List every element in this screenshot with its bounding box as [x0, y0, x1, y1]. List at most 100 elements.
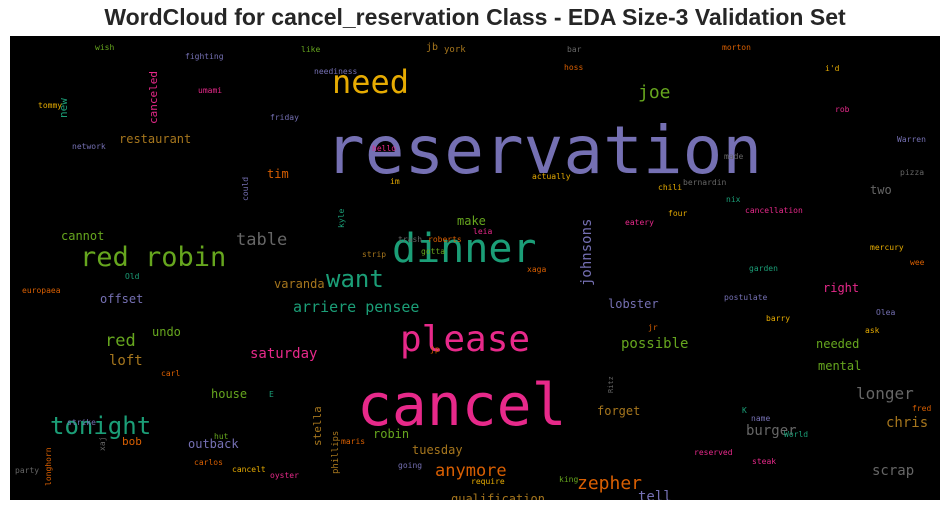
cloud-word: red [105, 331, 136, 351]
cloud-word: hello [372, 144, 397, 153]
cloud-word: need [332, 63, 410, 101]
cloud-word: ask [865, 326, 880, 335]
cloud-word: qualification [451, 492, 545, 500]
cloud-word: going [398, 461, 423, 470]
cloud-word: actually [532, 172, 571, 181]
cloud-word: reserved [694, 448, 733, 457]
cloud-word: make [457, 214, 486, 228]
word-cloud: reservation cancel dinner please need red rob… [10, 36, 940, 500]
cloud-word: strike [67, 418, 96, 427]
cloud-word: Warren [897, 135, 926, 144]
cloud-word: E [269, 390, 274, 399]
cloud-word: table [236, 230, 288, 250]
cloud-word: please [400, 319, 531, 360]
cloud-word: wee [910, 258, 925, 267]
cloud-word: tim [267, 167, 289, 181]
cloud-word: fighting [185, 52, 224, 61]
cloud-word: loft [109, 353, 143, 369]
cloud-word: neediness [314, 67, 358, 76]
cloud-word: burger [746, 423, 797, 439]
cloud-word: bob [122, 435, 142, 448]
cloud-word: chris [886, 415, 929, 431]
cloud-word: Olea [876, 308, 896, 317]
cloud-word: pizza [900, 168, 925, 177]
cloud-word: saturday [250, 346, 318, 362]
cloud-word: cancel [357, 371, 567, 439]
cloud-word: cannot [61, 229, 105, 243]
cloud-word: jr [648, 323, 658, 332]
cloud-word: two [870, 183, 892, 197]
cloud-word: longhorn [44, 447, 53, 486]
page-title: WordCloud for cancel_reservation Class -… [104, 4, 846, 30]
cloud-word: right [823, 281, 860, 295]
cloud-word: cancelt [232, 465, 266, 474]
cloud-word: bernardin [683, 178, 727, 187]
cloud-word: K [742, 406, 747, 415]
cloud-word: york [444, 45, 466, 55]
cloud-word: restaurant [119, 132, 192, 146]
cloud-word: canceled [147, 71, 160, 124]
cloud-word: rob [835, 105, 850, 114]
cloud-word: garden [749, 264, 778, 273]
cloud-word: barry [766, 314, 791, 323]
cloud-word: king [559, 475, 579, 484]
cloud-word: xaga [527, 265, 547, 274]
cloud-word: possible [621, 336, 689, 352]
cloud-word: lobster [608, 297, 659, 311]
cloud-word: tommy [38, 101, 63, 110]
cloud-word: dinner [392, 226, 537, 272]
cloud-word: want [326, 265, 384, 293]
cloud-word: kyle [337, 208, 346, 228]
cloud-word: tuesday [412, 443, 463, 457]
cloud-word: carlos [194, 458, 223, 467]
cloud-word: party [15, 466, 40, 475]
cloud-word: roberts [428, 235, 462, 244]
cloud-word: jb [426, 42, 439, 53]
cloud-word: trash [398, 235, 423, 244]
cloud-word: house [211, 387, 248, 401]
cloud-word: eatery [625, 218, 654, 227]
cloud-word: chili [658, 183, 683, 192]
cloud-word: four [668, 209, 688, 218]
cloud-word: robin [373, 427, 410, 441]
cloud-word: World [784, 430, 809, 439]
cloud-word: phillips [331, 430, 341, 474]
cloud-word: require [471, 477, 505, 486]
cloud-word: Ritz [607, 376, 615, 393]
cloud-word: im [390, 177, 400, 186]
cloud-word: anymore [435, 461, 507, 481]
cloud-word: jp [430, 345, 440, 354]
cloud-word: postulate [724, 293, 768, 302]
cloud-word: reservation [325, 112, 763, 189]
cloud-word: like [301, 45, 321, 54]
cloud-word: undo [152, 325, 181, 339]
cloud-word: hut [214, 432, 229, 441]
cloud-word: longer [856, 384, 914, 403]
cloud-word: morton [722, 43, 751, 52]
cloud-word: wish [95, 43, 115, 52]
cloud-word: could [241, 176, 250, 201]
cloud-word: offset [100, 292, 144, 306]
cloud-word: steak [752, 457, 777, 466]
cloud-word: xaj [98, 436, 107, 451]
cloud-word: zepher [577, 473, 643, 494]
cloud-word: friday [270, 113, 299, 122]
cloud-word: Old [125, 272, 140, 281]
cloud-word: leia [473, 227, 493, 236]
cloud-word: johnsons [579, 218, 595, 286]
cloud-word: needed [816, 337, 860, 351]
cloud-word: forget [597, 404, 641, 418]
cloud-word: joe [638, 82, 671, 103]
cloud-word: hoss [564, 63, 584, 72]
cloud-word: outback [188, 437, 239, 451]
cloud-word: arriere pensee [293, 298, 420, 316]
cloud-word: cancellation [745, 206, 803, 215]
cloud-word: tell [638, 489, 672, 500]
cloud-word: nix [726, 195, 741, 204]
cloud-word: oyster [270, 471, 299, 480]
cloud-word: stella [311, 406, 324, 446]
cloud-word: varanda [274, 277, 325, 291]
cloud-word: mental [818, 359, 862, 373]
cloud-word: carl [161, 369, 181, 378]
cloud-word: red robin [80, 242, 227, 273]
